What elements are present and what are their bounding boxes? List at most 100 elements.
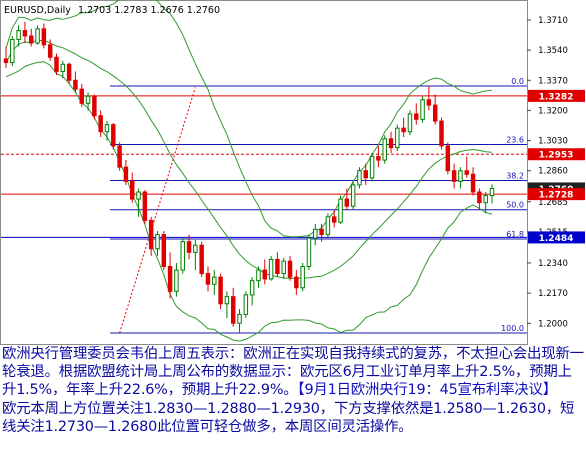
candle-12 [79, 83, 84, 107]
candle-body-72 [458, 170, 463, 182]
candle-body-17 [111, 124, 116, 147]
candle-60 [382, 135, 387, 164]
candle-27 [174, 262, 179, 297]
candle-body-54 [344, 198, 350, 207]
axis-tick-label-2: 1.3370 [538, 76, 568, 86]
candle-17 [111, 122, 116, 150]
price-tag-label-1: 1.2953 [539, 151, 574, 161]
candle-35 [224, 291, 230, 318]
candle-72 [458, 167, 463, 189]
candle-body-53 [338, 198, 343, 223]
price-axis: 1.3710 1.3540 1.3370 1.3200 1.3030 1.2860 1.26… [527, 16, 585, 329]
candle-13 [85, 92, 91, 111]
candle-body-76 [483, 195, 488, 204]
candle-65 [414, 103, 419, 125]
candle-body-11 [73, 79, 78, 90]
fib-label-0: 0.0 [511, 77, 524, 86]
candle-body-48 [306, 237, 312, 268]
candle-body-40 [256, 269, 261, 282]
candle-9 [60, 60, 66, 79]
candle-61 [388, 131, 394, 153]
axis-tick-label-9: 1.2170 [538, 289, 568, 299]
candle-74 [470, 167, 476, 196]
candle-body-24 [155, 234, 160, 250]
chart-symbol-label: EURUSD,Daily [4, 5, 71, 16]
commentary-text: 欧洲央行管理委员会韦伯上周五表示：欧洲正在实现自我持续式的复苏，不太担心会出现新… [2, 345, 584, 469]
commentary-highlight: 【9月1日欧洲央行19：45宣布利率决议】 [297, 382, 557, 399]
candle-67 [426, 85, 432, 111]
candle-11 [73, 71, 78, 93]
candle-body-67 [426, 99, 432, 106]
plot-area: 0.0 23.6 38.2 50.0 61.8 100.0 [1, 0, 527, 342]
candle-body-69 [439, 120, 444, 147]
candle-body-0 [3, 58, 9, 64]
axis-tick-label-1: 1.3540 [538, 46, 568, 56]
commentary-paragraph-1: 欧洲央行管理委员会韦伯上周五表示：欧洲正在实现自我持续式的复苏，不太担心会出现新… [2, 346, 584, 399]
candle-5 [35, 25, 40, 45]
candle-body-8 [54, 56, 59, 72]
candle-75 [477, 188, 482, 210]
candle-62 [395, 124, 400, 152]
candle-40 [256, 266, 261, 288]
candle-body-77 [489, 187, 495, 197]
bb-lower [5, 61, 493, 342]
axis-tick-label-5: 1.2860 [538, 167, 568, 177]
candle-19 [123, 160, 129, 185]
candle-20 [129, 172, 135, 203]
candle-2 [16, 25, 21, 47]
candle-body-39 [249, 280, 255, 296]
candle-32 [205, 266, 211, 292]
candle-body-20 [129, 180, 135, 200]
candle-body-2 [16, 30, 21, 40]
candle-body-5 [35, 28, 40, 44]
price-tag-0 [528, 89, 585, 102]
axis-tick-label-6: 1.2685 [538, 198, 568, 208]
candle-body-33 [212, 276, 217, 285]
candle-58 [369, 152, 375, 182]
candle-body-59 [376, 156, 381, 161]
candle-48 [306, 234, 312, 271]
candle-71 [451, 163, 457, 189]
candle-22 [142, 190, 148, 224]
candle-body-22 [142, 191, 148, 221]
bb-middle [5, 39, 493, 280]
candle-body-21 [136, 191, 141, 200]
candle-52 [331, 209, 337, 228]
candle-body-58 [369, 156, 375, 179]
candle-44 [281, 257, 286, 279]
candle-6 [41, 23, 47, 49]
candle-66 [420, 96, 425, 123]
candle-16 [104, 121, 110, 141]
candle-23 [148, 216, 154, 256]
candle-28 [180, 238, 185, 274]
candle-body-66 [420, 99, 425, 120]
candle-15 [98, 110, 103, 138]
candle-body-35 [224, 296, 230, 305]
candle-77 [489, 184, 495, 204]
candle-body-4 [29, 35, 34, 44]
candle-54 [344, 188, 350, 210]
candle-body-31 [199, 244, 204, 275]
candle-body-49 [313, 228, 318, 239]
candle-body-1 [10, 38, 15, 64]
candle-37 [237, 309, 242, 334]
candle-70 [445, 142, 451, 175]
axis-tick-label-4: 1.3030 [538, 137, 568, 147]
candle-43 [275, 252, 280, 278]
candle-body-70 [445, 145, 451, 172]
candle-body-32 [205, 273, 211, 285]
candle-body-63 [401, 127, 406, 133]
candle-body-38 [243, 294, 249, 315]
candle-body-74 [470, 173, 476, 193]
bb-upper [5, 0, 493, 238]
candle-47 [300, 262, 305, 292]
chart-ohlc-label: 1.2703 1.2783 1.2676 1.2760 [78, 5, 220, 16]
candle-body-25 [161, 234, 167, 268]
candle-body-14 [92, 95, 97, 117]
candle-body-62 [395, 127, 400, 149]
candle-body-64 [407, 113, 413, 133]
candle-59 [376, 145, 381, 168]
candle-73 [464, 156, 469, 178]
candle-body-26 [167, 266, 173, 292]
